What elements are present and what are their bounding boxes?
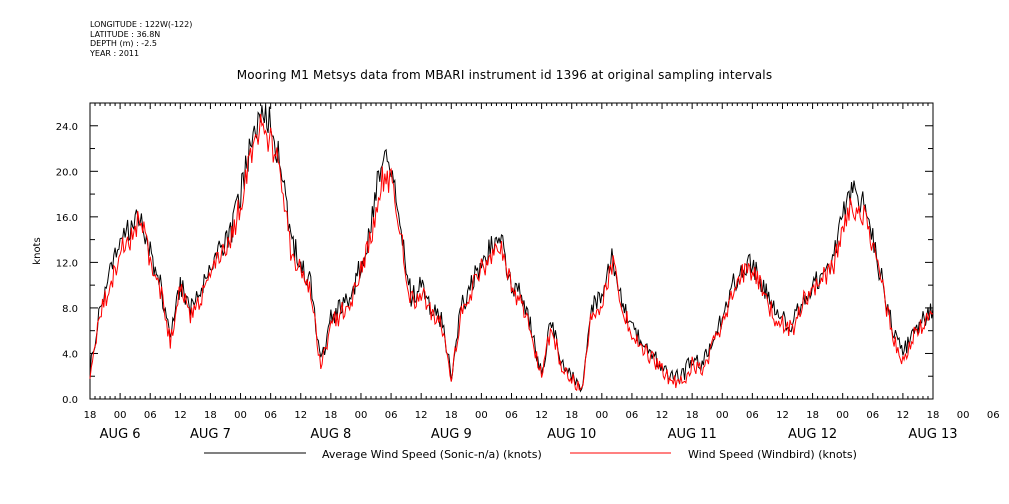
x-tick-label: 06: [987, 410, 1000, 421]
date-labels: AUG 6 AUG 7 AUG 8 AUG 9 AUG 10 AUG 11 AUG 12 AU…: [100, 427, 958, 442]
longitude-text: LONGITUDE : 122W(-122): [90, 20, 193, 29]
chart-title: Mooring M1 Metsys data from MBARI instru…: [236, 68, 773, 82]
x-tick-label: 12: [415, 410, 428, 421]
x-tick-label: 00: [716, 410, 729, 421]
series-average-wind-speed: [89, 105, 934, 393]
x-tick-label: 06: [505, 410, 518, 421]
y-tick-label: 16.0: [56, 213, 78, 224]
x-tick-label: 06: [264, 410, 277, 421]
y-tick-label: 8.0: [62, 304, 78, 315]
x-tick-label: 12: [174, 410, 187, 421]
date-label: AUG 7: [190, 427, 231, 442]
x-tick-label: 12: [535, 410, 548, 421]
x-tick-label: 18: [565, 410, 578, 421]
legend-label-windbird: Wind Speed (Windbird) (knots): [688, 448, 857, 461]
x-tick-label: 18: [324, 410, 337, 421]
y-tick-label: 12.0: [56, 258, 78, 269]
x-tick-label: 00: [355, 410, 368, 421]
date-label: AUG 8: [310, 427, 351, 442]
date-label: AUG 11: [668, 427, 717, 442]
x-tick-label: 06: [626, 410, 639, 421]
date-label: AUG 9: [431, 427, 472, 442]
metadata-block: LONGITUDE : 122W(-122) LATITUDE : 36.8N …: [90, 20, 192, 58]
x-tick-label: 00: [234, 410, 247, 421]
y-tick-label: 20.0: [56, 167, 78, 178]
plot-frame: [89, 102, 934, 400]
date-label: AUG 6: [100, 427, 141, 442]
x-tick-label: 00: [114, 410, 127, 421]
y-tick-labels: 0.0 4.0 8.0 12.0 16.0 20.0 24.0: [56, 122, 78, 406]
date-label: AUG 13: [908, 427, 957, 442]
x-tick-label: 18: [927, 410, 940, 421]
x-tick-label: 00: [475, 410, 488, 421]
x-tick-label: 12: [656, 410, 669, 421]
x-tick-label: 06: [866, 410, 879, 421]
y-tick-label: 4.0: [62, 349, 78, 360]
axis-ticks: [89, 102, 934, 400]
x-tick-label: 12: [897, 410, 910, 421]
x-tick-label: 00: [957, 410, 970, 421]
series-lines: [89, 105, 934, 393]
x-tick-label: 18: [686, 410, 699, 421]
series-windbird-wind-speed: [89, 113, 934, 392]
x-tick-label: 12: [294, 410, 307, 421]
legend-label-average: Average Wind Speed (Sonic-n/a) (knots): [322, 448, 542, 461]
x-tick-label: 18: [204, 410, 217, 421]
y-tick-label: 24.0: [56, 122, 78, 133]
x-tick-label: 18: [84, 410, 97, 421]
date-label: AUG 10: [547, 427, 596, 442]
x-tick-label: 00: [836, 410, 849, 421]
x-tick-labels: 18 00 06 12 18 00 06 12 18 00 06 12 18 00 06 12 18 00 06 12…: [84, 410, 1000, 421]
x-tick-label: 00: [595, 410, 608, 421]
x-tick-label: 06: [144, 410, 157, 421]
y-axis-label: knots: [32, 237, 43, 264]
x-tick-label: 12: [776, 410, 789, 421]
year-text: YEAR : 2011: [90, 48, 140, 58]
x-tick-label: 06: [746, 410, 759, 421]
y-tick-label: 0.0: [62, 395, 78, 406]
x-tick-label: 18: [806, 410, 819, 421]
x-tick-label: 18: [445, 410, 458, 421]
latitude-text: LATITUDE : 36.8N: [90, 29, 161, 39]
depth-text: DEPTH (m) : -2.5: [90, 39, 157, 48]
date-label: AUG 12: [788, 427, 837, 442]
x-tick-label: 06: [385, 410, 398, 421]
